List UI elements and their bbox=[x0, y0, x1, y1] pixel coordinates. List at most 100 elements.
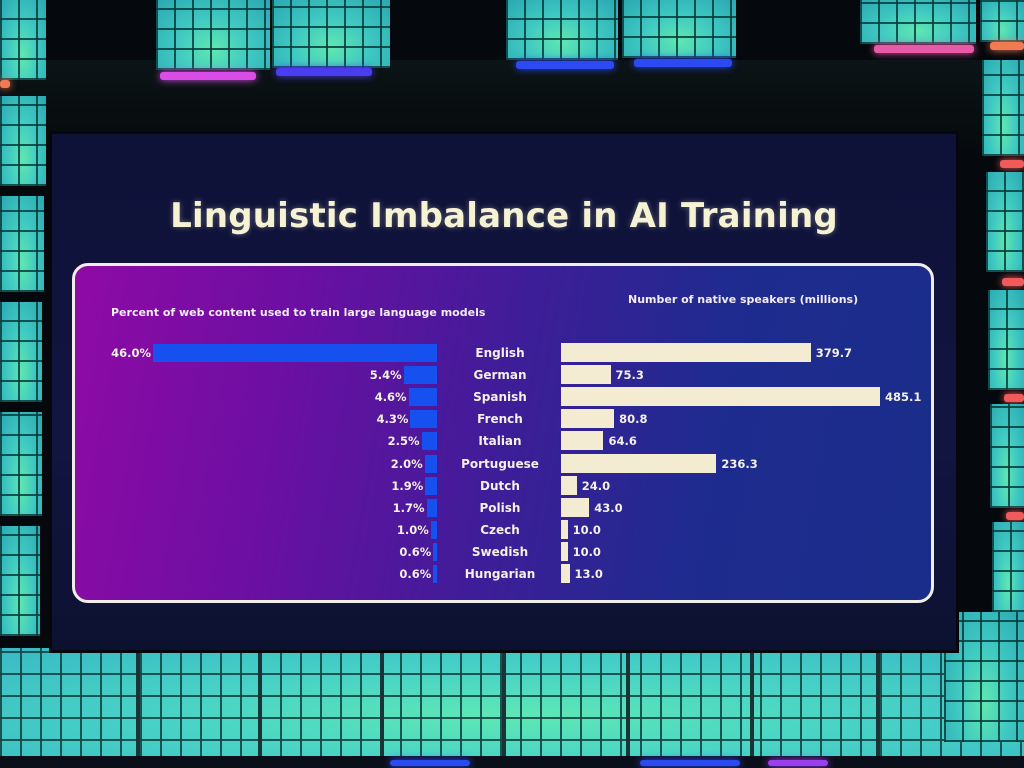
projection-screen: Linguistic Imbalance in AI Training Perc… bbox=[52, 134, 956, 650]
light-bar bbox=[160, 72, 256, 80]
percent-bar bbox=[408, 388, 437, 407]
speakers-bar bbox=[561, 365, 611, 385]
light-bar bbox=[276, 68, 372, 76]
wall-post bbox=[876, 648, 880, 763]
speakers-bar bbox=[561, 519, 568, 539]
table-row: 0.6% Hungarian 13.0 bbox=[75, 563, 931, 585]
light-bar bbox=[390, 760, 470, 766]
light-bar bbox=[640, 760, 740, 766]
speakers-value: 485.1 bbox=[885, 390, 922, 405]
speakers-bar bbox=[561, 541, 568, 561]
percent-value: 4.3% bbox=[376, 412, 409, 427]
speakers-value: 236.3 bbox=[721, 456, 758, 471]
light-cube bbox=[980, 0, 1024, 42]
percent-value: 46.0% bbox=[111, 346, 151, 360]
language-label: Polish bbox=[479, 500, 521, 515]
light-cube bbox=[272, 0, 390, 68]
speakers-bar bbox=[561, 453, 717, 473]
language-label: Dutch bbox=[480, 478, 520, 493]
percent-value: 2.5% bbox=[387, 434, 420, 449]
chart-panel: Percent of web content used to train lar… bbox=[72, 263, 934, 603]
speakers-value: 75.3 bbox=[615, 368, 644, 383]
speakers-value: 379.7 bbox=[815, 346, 853, 360]
percent-value: 0.6% bbox=[399, 544, 432, 559]
percent-bar bbox=[426, 498, 437, 517]
wall-post bbox=[750, 648, 754, 763]
light-cube bbox=[992, 522, 1024, 612]
table-row: 4.6% Spanish 485.1 bbox=[75, 386, 931, 408]
language-label: French bbox=[477, 412, 523, 427]
language-label: Spanish bbox=[473, 390, 527, 405]
light-bar bbox=[990, 42, 1024, 50]
light-bar bbox=[768, 760, 828, 766]
language-label: Hungarian bbox=[464, 567, 536, 581]
light-cube bbox=[0, 526, 40, 636]
percent-value: 1.9% bbox=[391, 478, 424, 493]
right-chart-title: Number of native speakers (millions) bbox=[628, 293, 859, 306]
light-cube bbox=[990, 404, 1024, 508]
light-bar bbox=[874, 45, 974, 53]
table-row: 1.7% Polish 43.0 bbox=[75, 497, 931, 519]
speakers-value: 10.0 bbox=[572, 544, 601, 559]
percent-value: 4.6% bbox=[374, 390, 407, 405]
table-row: 2.0% Portuguese 236.3 bbox=[75, 453, 931, 475]
language-label: Italian bbox=[478, 434, 522, 449]
percent-value: 1.7% bbox=[392, 500, 425, 515]
light-bar bbox=[1006, 512, 1024, 520]
light-bar bbox=[0, 80, 10, 88]
speakers-value: 10.0 bbox=[572, 522, 601, 537]
language-label: German bbox=[473, 368, 527, 383]
table-row: 2.5% Italian 64.6 bbox=[75, 430, 931, 452]
language-label: English bbox=[475, 346, 525, 360]
table-row: 4.3% French 80.8 bbox=[75, 408, 931, 430]
light-cube bbox=[860, 0, 976, 44]
wall-post bbox=[502, 648, 506, 763]
light-cube bbox=[506, 0, 618, 60]
light-cube bbox=[986, 172, 1024, 272]
table-row: 46.0% English 379.7 bbox=[75, 342, 931, 364]
percent-bar bbox=[424, 454, 437, 473]
percent-bar bbox=[421, 432, 437, 451]
speakers-bar bbox=[561, 475, 577, 495]
light-bar bbox=[1004, 394, 1024, 402]
table-row: 1.9% Dutch 24.0 bbox=[75, 475, 931, 497]
speakers-bar bbox=[561, 409, 615, 429]
light-cube bbox=[0, 412, 42, 516]
table-row: 5.4% German 75.3 bbox=[75, 364, 931, 386]
light-cube bbox=[0, 0, 46, 80]
speakers-value: 64.6 bbox=[608, 434, 637, 449]
wall-post bbox=[258, 648, 262, 763]
speakers-bar bbox=[561, 343, 811, 362]
percent-bar bbox=[425, 476, 437, 495]
language-label: Czech bbox=[480, 522, 520, 537]
left-chart-title: Percent of web content used to train lar… bbox=[111, 306, 486, 319]
language-label: Portuguese bbox=[461, 456, 539, 471]
light-bar bbox=[516, 61, 614, 69]
light-bar bbox=[1002, 278, 1024, 286]
table-row: 0.6% Swedish 10.0 bbox=[75, 541, 931, 563]
percent-bar bbox=[153, 344, 437, 362]
percent-bar bbox=[403, 366, 437, 385]
table-row: 1.0% Czech 10.0 bbox=[75, 519, 931, 541]
percent-bar bbox=[433, 565, 437, 583]
light-cube bbox=[0, 96, 46, 186]
wall-post bbox=[136, 648, 140, 763]
led-wall bbox=[0, 648, 1024, 763]
speakers-bar bbox=[561, 564, 570, 583]
percent-bar bbox=[433, 542, 437, 561]
wall-post bbox=[626, 648, 630, 763]
light-cube bbox=[988, 290, 1024, 390]
language-label: Swedish bbox=[471, 544, 529, 559]
light-cube bbox=[0, 302, 42, 402]
light-bar bbox=[634, 59, 732, 67]
speakers-value: 43.0 bbox=[594, 500, 623, 515]
light-cube bbox=[0, 196, 44, 292]
light-cube bbox=[622, 0, 736, 58]
light-cube bbox=[156, 0, 270, 70]
wall-post bbox=[380, 648, 384, 763]
percent-value: 0.6% bbox=[399, 567, 432, 581]
speakers-value: 80.8 bbox=[619, 412, 648, 427]
slide-title: Linguistic Imbalance in AI Training bbox=[170, 196, 838, 236]
speakers-value: 24.0 bbox=[581, 478, 611, 493]
